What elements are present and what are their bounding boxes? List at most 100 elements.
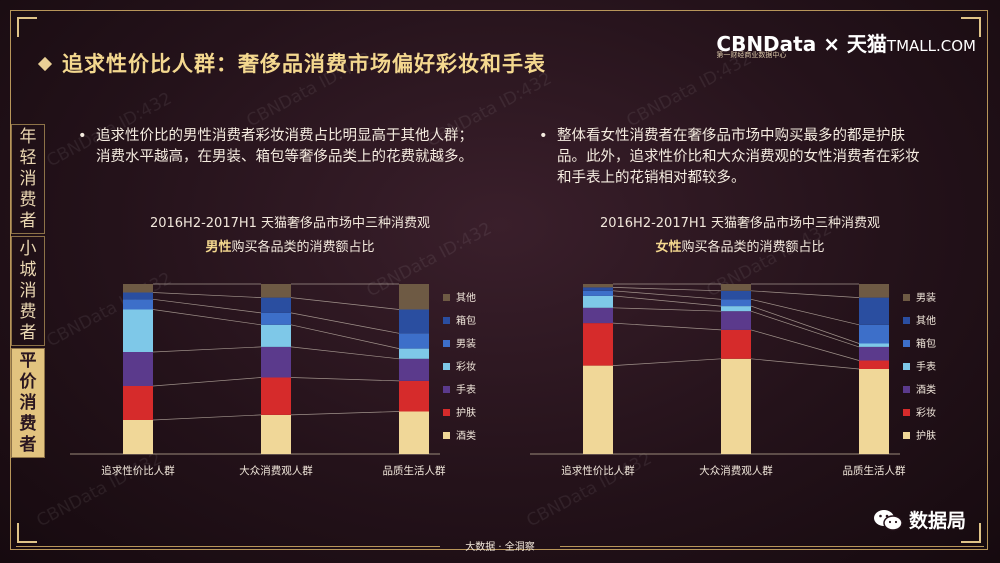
tab-char: 消 — [19, 168, 37, 189]
tab-small-city-consumers[interactable]: 小城消费者 — [11, 236, 45, 346]
x-tick-label: 大众消费观人群 — [699, 464, 773, 477]
bar-segment — [859, 297, 889, 325]
footer: 大数据 · 全洞察 — [465, 542, 535, 553]
legend-label: 彩妆 — [916, 406, 936, 419]
legend-swatch — [443, 340, 450, 347]
connector-line — [750, 310, 860, 348]
chart-title-line1: 2016H2-2017H1 天猫奢侈品市场中三种消费观 — [599, 216, 881, 231]
bar-segment — [583, 323, 613, 366]
bar-segment — [261, 346, 291, 378]
logo-cross: × — [823, 32, 840, 56]
connector-line — [152, 377, 262, 387]
legend-swatch — [443, 386, 450, 393]
legend-swatch — [443, 432, 450, 439]
bar-segment — [583, 290, 613, 296]
tab-char: 平 — [19, 350, 37, 371]
legend-label: 其他 — [916, 314, 936, 327]
legend-label: 手表 — [916, 360, 936, 373]
x-tick-label: 品质生活人群 — [843, 464, 906, 477]
bar-segment — [399, 411, 429, 454]
legend-swatch — [443, 363, 450, 370]
logo-subtitle: 第一财经商业数据中心 — [716, 51, 787, 59]
legend-label: 手表 — [456, 383, 476, 396]
connector-line — [290, 377, 400, 382]
legend-label: 箱包 — [916, 337, 936, 350]
legend-swatch — [903, 409, 910, 416]
bar-segment — [261, 414, 291, 454]
bar-segment — [583, 284, 613, 288]
connector-line — [152, 298, 262, 314]
connector-line — [152, 346, 262, 353]
tab-char: 价 — [19, 371, 37, 392]
bar-segment — [583, 307, 613, 324]
connector-line — [612, 290, 722, 300]
logo-partner: 天猫 — [846, 32, 887, 56]
connector-line — [750, 298, 860, 326]
bar-segment — [399, 380, 429, 412]
legend-label: 护肤 — [916, 429, 936, 442]
tab-char: 消 — [19, 280, 37, 301]
bullet-right-text: 整体看女性消费者在奢侈品市场中购买最多的都是护肤品。此外，追求性价比和大众消费观… — [557, 128, 920, 186]
bar-segment — [123, 299, 153, 310]
bar-segment — [123, 292, 153, 300]
bar-segment — [399, 358, 429, 381]
bullet-dot: • — [539, 128, 548, 144]
bar-segment — [261, 324, 291, 347]
bullet-dot: • — [78, 128, 87, 144]
bullet-left-text: 追求性价比的男性消费者彩妆消费占比明显高于其他人群；消费水平越高，在男装、箱包等… — [96, 128, 473, 165]
legend-swatch — [903, 386, 910, 393]
connector-line — [612, 307, 722, 312]
tab-char: 费 — [19, 413, 37, 434]
tab-char: 小 — [19, 238, 37, 259]
tab-char: 者 — [19, 434, 37, 455]
bar-segment — [399, 348, 429, 359]
legend-swatch — [903, 294, 910, 301]
connector-line — [152, 292, 262, 298]
connector-line — [290, 324, 400, 349]
tab-char: 者 — [19, 322, 37, 343]
logo-partner-en: TMALL.COM — [886, 37, 976, 55]
tab-char: 消 — [19, 392, 37, 413]
tab-char: 费 — [19, 301, 37, 322]
bar-segment — [123, 386, 153, 420]
connector-line — [750, 290, 860, 298]
connector-line — [750, 358, 860, 370]
bar-segment — [859, 284, 889, 298]
legend-label: 护肤 — [456, 406, 476, 419]
connector-line — [152, 414, 262, 421]
bar-segment — [123, 352, 153, 386]
tab-young-consumers[interactable]: 年轻消费者 — [11, 124, 45, 234]
legend-swatch — [443, 409, 450, 416]
bullet-left: • 追求性价比的男性消费者彩妆消费占比明显高于其他人群；消费水平越高，在男装、箱… — [78, 126, 476, 168]
logo-main-text: CBNData — [716, 32, 817, 56]
footer-line — [560, 546, 984, 547]
connector-line — [290, 297, 400, 310]
bullet-right: • 整体看女性消费者在奢侈品市场中购买最多的都是护肤品。此外，追求性价比和大众消… — [539, 126, 932, 189]
legend-swatch — [443, 294, 450, 301]
legend-swatch — [903, 340, 910, 347]
bar-segment — [721, 290, 751, 300]
bar-segment — [583, 287, 613, 291]
bar-segment — [399, 284, 429, 310]
footer-line — [16, 546, 440, 547]
bar-segment — [859, 369, 889, 454]
tab-char: 费 — [19, 189, 37, 210]
legend-swatch — [903, 363, 910, 370]
chart-title-highlight: 男性 — [205, 240, 232, 255]
bar-segment — [123, 284, 153, 293]
legend-swatch — [903, 317, 910, 324]
bar-segment — [261, 297, 291, 313]
tab-budget-consumers[interactable]: 平价消费者 — [11, 348, 45, 458]
bar-segment — [123, 309, 153, 352]
connector-line — [612, 322, 722, 331]
legend-swatch — [443, 317, 450, 324]
bar-segment — [721, 306, 751, 312]
chart-title-rest: 购买各品类的消费额占比 — [681, 240, 825, 255]
bar-segment — [859, 324, 889, 344]
tab-char: 者 — [19, 210, 37, 231]
page-title: 追求性价比人群：奢侈品消费市场偏好彩妆和手表 — [62, 52, 546, 76]
bar-segment — [261, 377, 291, 415]
chart-title-line1: 2016H2-2017H1 天猫奢侈品市场中三种消费观 — [149, 216, 431, 231]
chart-title-men: 2016H2-2017H1 天猫奢侈品市场中三种消费观 男性购买各品类的消费额占… — [90, 212, 490, 260]
